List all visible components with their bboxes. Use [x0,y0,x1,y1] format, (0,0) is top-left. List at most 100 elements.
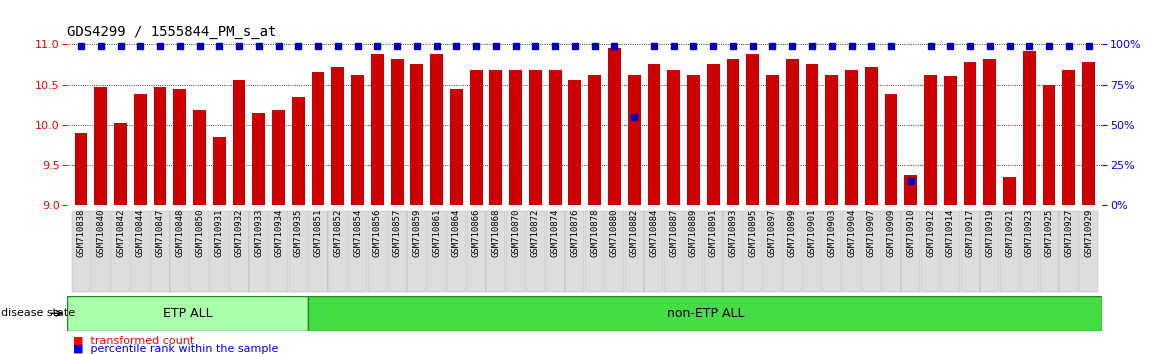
Text: ■  transformed count: ■ transformed count [73,336,195,346]
Bar [1003,177,1016,205]
FancyBboxPatch shape [684,211,703,292]
Bar [944,76,957,205]
Text: GSM710864: GSM710864 [452,209,461,257]
Bar [134,94,147,205]
FancyBboxPatch shape [881,211,901,292]
Text: GSM710856: GSM710856 [373,209,382,257]
Bar [410,64,424,205]
Bar [608,48,621,205]
Text: GSM710842: GSM710842 [116,209,125,257]
Bar [569,80,581,205]
FancyBboxPatch shape [72,211,90,292]
Text: GSM710847: GSM710847 [155,209,164,257]
Text: GSM710919: GSM710919 [985,209,995,257]
Bar [292,97,305,205]
Bar [706,64,719,205]
Bar [115,123,127,205]
Bar [193,110,206,205]
Bar [331,67,344,205]
Text: GDS4299 / 1555844_PM_s_at: GDS4299 / 1555844_PM_s_at [67,25,277,39]
Text: non-ETP ALL: non-ETP ALL [667,307,745,320]
Text: GSM710882: GSM710882 [630,209,639,257]
Text: GSM710854: GSM710854 [353,209,362,257]
Bar [174,88,186,205]
Text: ■  percentile rank within the sample: ■ percentile rank within the sample [73,344,278,354]
Bar [767,75,779,205]
Bar [983,59,996,205]
FancyBboxPatch shape [447,211,466,292]
Text: GSM710897: GSM710897 [768,209,777,257]
FancyBboxPatch shape [545,211,565,292]
Text: GSM710851: GSM710851 [314,209,323,257]
FancyBboxPatch shape [1001,211,1019,292]
Bar [390,59,403,205]
Text: GSM710910: GSM710910 [907,209,915,257]
FancyBboxPatch shape [585,211,604,292]
Bar [312,73,324,205]
Bar [308,296,1102,331]
FancyBboxPatch shape [802,211,821,292]
FancyBboxPatch shape [981,211,999,292]
Bar [687,75,699,205]
FancyBboxPatch shape [506,211,525,292]
FancyBboxPatch shape [862,211,881,292]
Text: GSM710931: GSM710931 [214,209,223,257]
FancyBboxPatch shape [1079,211,1098,292]
Bar [430,54,444,205]
FancyBboxPatch shape [743,211,762,292]
FancyBboxPatch shape [408,211,426,292]
FancyBboxPatch shape [111,211,130,292]
Text: GSM710868: GSM710868 [491,209,500,257]
Text: GSM710914: GSM710914 [946,209,955,257]
FancyBboxPatch shape [131,211,149,292]
Bar [1062,70,1076,205]
Text: GSM710859: GSM710859 [412,209,422,257]
Bar [588,75,601,205]
FancyBboxPatch shape [665,211,683,292]
FancyBboxPatch shape [388,211,406,292]
FancyBboxPatch shape [704,211,723,292]
FancyBboxPatch shape [486,211,505,292]
Bar [272,110,285,205]
Bar [549,70,562,205]
Text: GSM710895: GSM710895 [748,209,757,257]
Text: GSM710866: GSM710866 [471,209,481,257]
FancyBboxPatch shape [329,211,347,292]
Bar [726,59,740,205]
FancyBboxPatch shape [624,211,644,292]
Bar [1083,62,1095,205]
Text: GSM710932: GSM710932 [235,209,243,257]
Bar [450,88,463,205]
Text: disease state: disease state [1,308,75,318]
Bar [924,75,937,205]
Bar [826,75,838,205]
Text: GSM710893: GSM710893 [728,209,738,257]
FancyBboxPatch shape [940,211,960,292]
FancyBboxPatch shape [151,211,169,292]
Text: GSM710889: GSM710889 [689,209,698,257]
Text: GSM710874: GSM710874 [551,209,559,257]
Bar [1023,51,1035,205]
Text: GSM710901: GSM710901 [807,209,816,257]
Bar [667,70,680,205]
FancyBboxPatch shape [645,211,664,292]
FancyBboxPatch shape [1040,211,1058,292]
Text: GSM710891: GSM710891 [709,209,718,257]
FancyBboxPatch shape [1060,211,1078,292]
FancyBboxPatch shape [783,211,801,292]
FancyBboxPatch shape [604,211,624,292]
Text: GSM710887: GSM710887 [669,209,679,257]
FancyBboxPatch shape [724,211,742,292]
Bar [885,94,897,205]
FancyBboxPatch shape [229,211,249,292]
Text: GSM710870: GSM710870 [511,209,520,257]
Text: GSM710872: GSM710872 [530,209,540,257]
FancyBboxPatch shape [921,211,940,292]
Bar [154,87,167,205]
Text: GSM710880: GSM710880 [610,209,618,257]
FancyBboxPatch shape [1020,211,1039,292]
Text: GSM710838: GSM710838 [76,209,86,257]
FancyBboxPatch shape [842,211,862,292]
Text: GSM710844: GSM710844 [135,209,145,257]
Text: GSM710850: GSM710850 [195,209,204,257]
